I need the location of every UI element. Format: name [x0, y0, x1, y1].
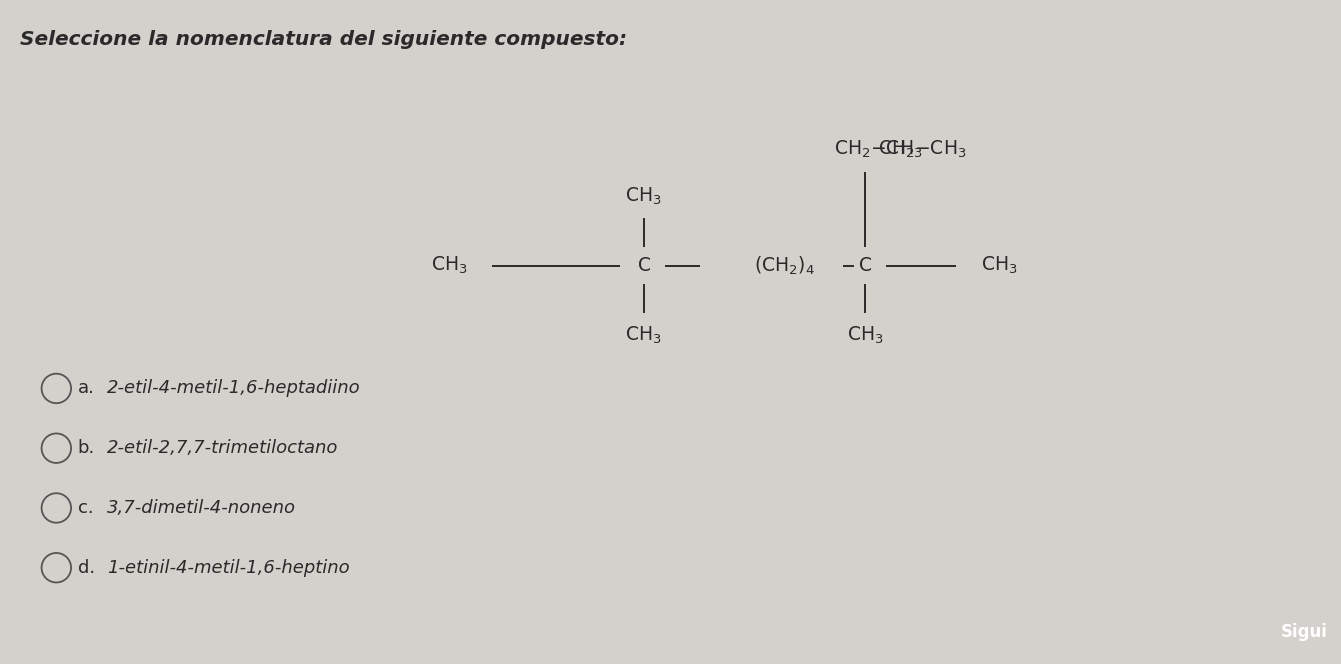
Text: $\mathrm{CH_3}$: $\mathrm{CH_3}$ [980, 255, 1018, 276]
Text: $\mathrm{CH_3}$: $\mathrm{CH_3}$ [625, 325, 662, 346]
Text: Sigui: Sigui [1281, 623, 1328, 641]
Text: 2-etil-2,7,7-trimetiloctano: 2-etil-2,7,7-trimetiloctano [107, 439, 339, 457]
Text: b.: b. [78, 439, 95, 457]
Text: d.: d. [78, 558, 95, 577]
Text: $\mathrm{CH_3}$: $\mathrm{CH_3}$ [430, 255, 468, 276]
Text: a.: a. [78, 379, 95, 398]
Text: $\mathrm{(CH_2)_4}$: $\mathrm{(CH_2)_4}$ [754, 254, 815, 277]
Text: $\mathrm{CH_3}$: $\mathrm{CH_3}$ [625, 185, 662, 207]
Text: $\mathregular{CH_2}$$\mathregular{-CH_3}$: $\mathregular{CH_2}$$\mathregular{-CH_3}… [878, 139, 967, 160]
Text: $\mathrm{CH_2{-}CH_3}$: $\mathrm{CH_2{-}CH_3}$ [834, 139, 923, 160]
Text: Seleccione la nomenclatura del siguiente compuesto:: Seleccione la nomenclatura del siguiente… [20, 30, 628, 49]
Text: $\mathrm{CH_3}$: $\mathrm{CH_3}$ [846, 325, 884, 346]
Text: $\mathrm{C}$: $\mathrm{C}$ [637, 256, 650, 275]
Text: 3,7-dimetil-4-noneno: 3,7-dimetil-4-noneno [107, 499, 296, 517]
Text: 2-etil-4-metil-1,6-heptadiino: 2-etil-4-metil-1,6-heptadiino [107, 379, 361, 398]
Text: 1-etinil-4-metil-1,6-heptino: 1-etinil-4-metil-1,6-heptino [107, 558, 350, 577]
Text: c.: c. [78, 499, 94, 517]
Text: $\mathrm{C}$: $\mathrm{C}$ [858, 256, 872, 275]
